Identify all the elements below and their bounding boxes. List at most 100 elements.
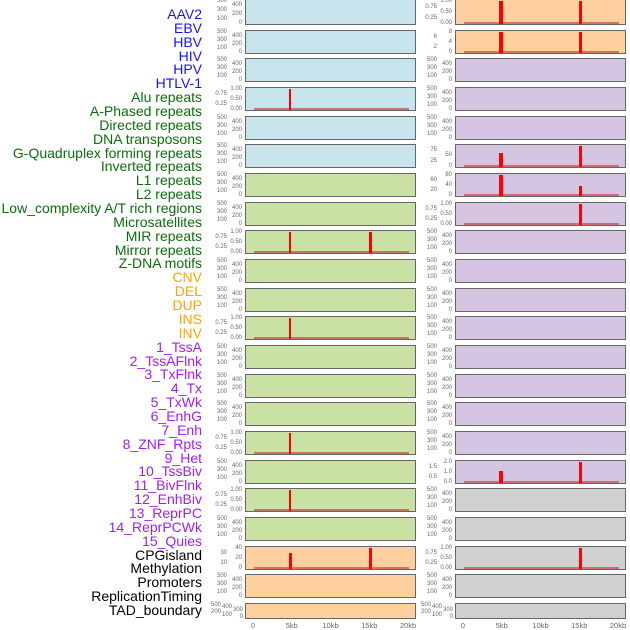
baseline	[464, 165, 619, 168]
y-tick-label: 0.50	[440, 210, 452, 217]
y-tick-label: 0	[238, 536, 242, 543]
y-tick-label: 500	[216, 286, 227, 293]
track-panel	[245, 259, 416, 284]
track-label: 8_ZNF_Rpts	[122, 435, 202, 452]
y-tick-label: 0.25	[215, 330, 227, 337]
track-panel	[455, 316, 626, 341]
y-tick-label: 400	[441, 290, 452, 297]
track-panel	[245, 144, 416, 169]
y-tick-label: 100	[216, 474, 227, 481]
spike-bar	[288, 552, 293, 569]
y-tick-label: 500	[426, 430, 437, 437]
y-tick-label: 500	[426, 315, 437, 322]
spike-bar	[499, 471, 503, 483]
track-label: CNV	[172, 269, 202, 286]
track-panel	[455, 29, 626, 54]
track-panel	[245, 316, 416, 341]
y-tick-label: 400	[231, 348, 242, 355]
y-tick-label: 200	[231, 356, 242, 363]
track-label: DUP	[172, 297, 202, 314]
spike-bar	[578, 31, 582, 53]
track-panel	[245, 87, 416, 111]
y-tick-label: 100	[426, 446, 437, 453]
spike-bar	[289, 490, 292, 512]
track-label: L1 repeats	[135, 172, 202, 189]
track-panel	[455, 201, 626, 226]
y-tick-label: 100	[216, 15, 227, 22]
y-tick-label: 0.75	[425, 549, 437, 556]
spike-bar	[578, 461, 582, 483]
y-tick-label: 0	[448, 593, 452, 600]
y-tick-label: 500	[426, 258, 437, 265]
y-tick-label: 300	[216, 65, 227, 72]
track-panel	[245, 431, 416, 456]
y-tick-label: 400	[231, 176, 242, 183]
y-tick-label: 300	[426, 380, 437, 387]
y-tick-label: 500	[216, 200, 227, 207]
y-tick-label: 100	[426, 388, 437, 395]
y-tick-label: 300	[216, 122, 227, 129]
track-label: Microsatellites	[113, 213, 202, 230]
y-tick-label: 0.5	[428, 473, 437, 480]
spike-bar	[499, 153, 503, 168]
spike-bar	[578, 146, 582, 168]
y-tick-label: 0.25	[425, 14, 437, 21]
y-tick-label: 300	[232, 606, 243, 613]
y-tick-label: 100	[426, 589, 437, 596]
y-tick-label: 400	[231, 2, 242, 9]
spike-bar	[499, 31, 503, 53]
y-tick-label: 1.00	[230, 229, 242, 236]
x-tick-label: 5kb	[495, 621, 508, 630]
track-panel	[245, 603, 416, 620]
x-tick-label: 0	[460, 621, 466, 630]
y-tick-label: 400	[441, 90, 452, 96]
y-tick-label: 2	[433, 43, 437, 50]
y-tick-label: 100	[216, 302, 227, 309]
track-label: MIR repeats	[125, 227, 202, 244]
y-tick-label: 200	[441, 356, 452, 363]
y-tick-label: 300	[426, 237, 437, 244]
track-label: HBV	[173, 33, 202, 50]
y-tick-label: 0	[238, 48, 242, 55]
y-tick-label: 300	[426, 294, 437, 301]
track-label: A-Phased repeats	[89, 103, 202, 120]
track-panel	[245, 0, 416, 25]
x-tick-label: 15kb	[361, 621, 378, 630]
y-tick-label: 1.00	[440, 200, 452, 207]
y-tick-label: 500	[216, 458, 227, 465]
y-tick-label: 200	[231, 585, 242, 592]
y-tick-label: 300	[216, 180, 227, 187]
y-tick-label: 400	[231, 262, 242, 269]
spike-bar	[368, 232, 372, 254]
y-tick-label: 100	[216, 388, 227, 395]
track-panel	[455, 431, 626, 456]
track-panel	[245, 115, 416, 140]
y-tick-label: 100	[426, 102, 437, 108]
y-tick-label: 0	[238, 306, 242, 313]
spike-bar	[578, 203, 582, 225]
y-tick-label: 25	[430, 157, 437, 164]
y-tick-label: 200	[231, 69, 242, 76]
spike-bar	[289, 318, 292, 340]
track-panel	[455, 259, 626, 284]
y-tick-label: 8	[448, 28, 452, 35]
y-tick-label: 300	[426, 266, 437, 273]
y-tick-label: 1.00	[230, 430, 242, 437]
track-label: HPV	[173, 61, 202, 78]
y-tick-label: 0	[448, 278, 452, 285]
y-tick-label: 0.25	[215, 244, 227, 251]
y-tick-label: 0.75	[425, 205, 437, 212]
track-panel	[455, 459, 626, 484]
track-panel	[455, 603, 626, 620]
y-tick-label: 500	[420, 602, 431, 609]
track-label: 6_EnhG	[150, 407, 202, 424]
y-tick-label: 400	[441, 348, 452, 355]
track-panel	[455, 488, 626, 513]
y-tick-label: 200	[231, 528, 242, 535]
baseline	[254, 251, 409, 254]
track-panel	[455, 230, 626, 255]
y-tick-label: 100	[216, 159, 227, 166]
y-tick-label: 1.5	[428, 463, 437, 470]
track-label: Promoters	[137, 574, 202, 591]
y-tick-label: 200	[231, 270, 242, 277]
